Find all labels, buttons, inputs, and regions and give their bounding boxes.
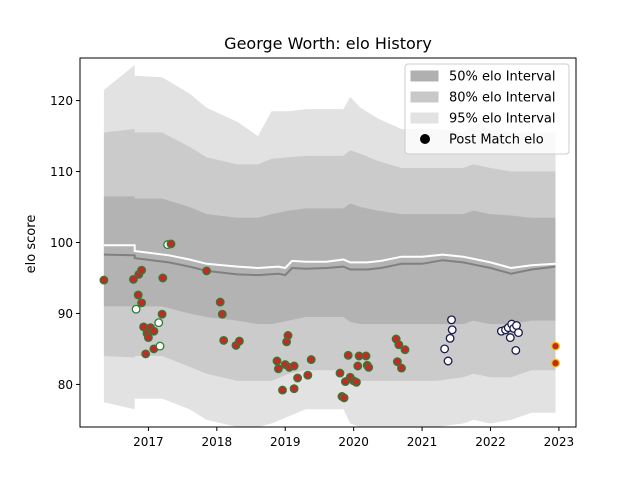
post-match-point: [272, 356, 282, 366]
legend: 50% elo Interval 80% elo Interval 95% elo …: [404, 63, 570, 155]
post-match-point: [351, 377, 361, 387]
mean-line: [103, 244, 556, 270]
post-match-point: [166, 239, 176, 249]
y-axis-label: elo score: [24, 215, 39, 274]
post-match-point: [131, 304, 141, 314]
post-match-point: [511, 345, 521, 355]
post-match-point: [149, 326, 159, 336]
legend-label: 80% elo Interval: [449, 91, 556, 106]
x-tick-label: 2017: [133, 435, 164, 449]
post-match-point: [512, 321, 521, 330]
post-match-point: [143, 333, 153, 343]
post-match-point: [392, 357, 402, 367]
legend-marker: [420, 134, 430, 144]
post-match-points: [99, 239, 560, 403]
post-match-point: [137, 265, 147, 275]
post-match-point: [551, 358, 560, 368]
legend-label: 50% elo Interval: [449, 70, 556, 85]
post-match-point: [364, 362, 374, 372]
post-match-point: [361, 351, 371, 361]
legend-swatch: [410, 70, 439, 82]
post-match-point: [397, 363, 406, 373]
legend-box: [404, 63, 570, 155]
y-tick-label: 80: [58, 378, 73, 392]
post-match-point: [234, 336, 244, 346]
post-match-point: [157, 309, 167, 319]
post-match-point: [137, 298, 147, 308]
post-match-point: [141, 349, 151, 359]
post-match-point: [219, 335, 229, 345]
post-match-point: [339, 393, 349, 403]
x-tick-label: 2020: [338, 435, 369, 449]
post-match-point: [289, 384, 299, 394]
post-match-point: [215, 297, 225, 307]
y-tick-label: 100: [50, 236, 73, 250]
post-match-point: [447, 325, 457, 335]
x-tick-label: 2021: [407, 435, 438, 449]
post-match-point: [335, 368, 345, 378]
post-match-point: [303, 370, 313, 380]
post-match-point: [133, 290, 143, 300]
post-match-point: [440, 344, 450, 354]
legend-swatch: [410, 91, 439, 103]
post-match-point: [293, 373, 303, 383]
post-match-point: [289, 361, 299, 371]
post-match-point: [306, 355, 316, 365]
post-match-point: [343, 350, 353, 360]
post-match-point: [514, 328, 523, 338]
post-match-point: [394, 340, 404, 350]
post-match-point: [551, 341, 560, 351]
legend-label: 95% elo Interval: [449, 112, 556, 127]
post-match-point: [273, 364, 283, 374]
post-match-point: [447, 315, 456, 325]
legend-swatch: [410, 112, 439, 124]
post-match-point: [400, 345, 410, 355]
post-match-point: [154, 318, 164, 328]
post-match-point: [155, 341, 165, 351]
post-match-point: [283, 331, 293, 340]
trend-lines: [103, 244, 556, 277]
x-tick-label: 2023: [544, 435, 575, 449]
x-tick-label: 2022: [475, 435, 506, 449]
post-match-point: [445, 333, 455, 343]
post-match-point: [278, 385, 287, 395]
median-line: [103, 253, 556, 277]
post-match-point: [202, 266, 212, 276]
axes: 2017 2018 2019 2020 2021 2022 2023 80 90 100 110 12…: [50, 57, 577, 449]
chart-title: George Worth: elo History: [224, 34, 432, 53]
y-tick-label: 120: [50, 94, 73, 108]
post-match-point: [505, 333, 515, 343]
x-tick-label: 2018: [202, 435, 233, 449]
y-tick-label: 90: [58, 307, 73, 321]
legend-label: Post Match elo: [449, 133, 544, 148]
post-match-point: [217, 309, 227, 319]
interval-bands: [103, 65, 556, 427]
post-match-point: [99, 275, 109, 285]
post-match-point: [158, 273, 168, 283]
y-tick-label: 110: [50, 165, 73, 179]
band-3: [103, 196, 556, 325]
post-match-point: [443, 356, 453, 366]
x-tick-label: 2019: [270, 435, 301, 449]
post-match-point: [353, 361, 363, 371]
post-match-point: [128, 274, 138, 284]
